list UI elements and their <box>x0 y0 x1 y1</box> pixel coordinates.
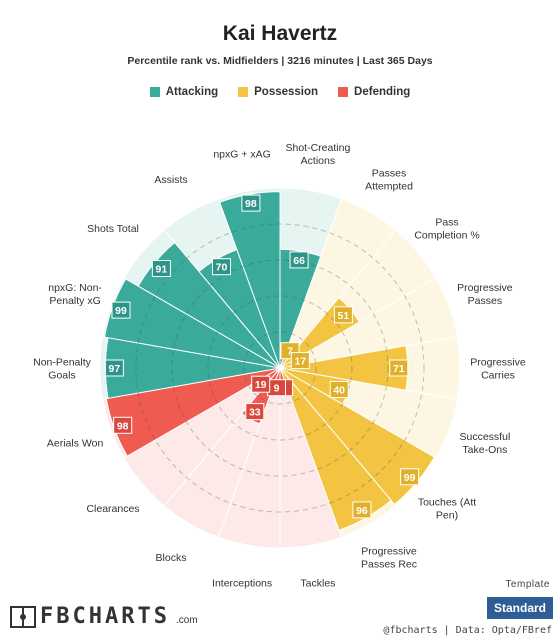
chart-title: Kai Havertz <box>222 22 338 45</box>
ring-20 <box>243 331 317 405</box>
badge-value-non-penalty-goals: 97 <box>109 363 121 375</box>
badge-box-shot-creating-actions <box>289 251 309 269</box>
badge-shot-creating-actions: 66 <box>289 251 309 269</box>
pitch-icon <box>10 606 36 628</box>
label-passes-attempted: Passes Attempted <box>365 168 413 193</box>
badge-assists: 70 <box>212 258 231 276</box>
ring-60 <box>171 259 389 477</box>
badge-value-interceptions: 9 <box>274 383 280 395</box>
brand-logo-block: FBCHARTS .com <box>10 606 198 628</box>
bar-npxg-xag <box>219 191 281 369</box>
badge-npxg-non-penalty-xg: 99 <box>111 301 131 319</box>
label-npxg-xag: npxG + xAG <box>213 148 270 160</box>
label-progressive-passes: Progressive Passes <box>457 282 513 307</box>
badge-value-progressive-passes-rec: 96 <box>356 505 368 517</box>
badge-box-pass-completion <box>333 306 353 324</box>
chart-subtitle: Percentile rank vs. Midfielders | 3216 m… <box>127 55 433 67</box>
label-blocks: Blocks <box>156 552 187 564</box>
badge-value-pass-completion: 51 <box>338 310 350 322</box>
badge-value-shot-creating-actions: 66 <box>293 255 305 267</box>
badge-value-progressive-passes: 17 <box>294 356 306 368</box>
badge-value-successful-take-ons: 40 <box>333 385 345 397</box>
badge-box-blocks <box>245 403 265 421</box>
label-interceptions: Interceptions <box>212 578 272 590</box>
label-shot-creating-actions: Shot-Creating Actions <box>286 142 351 167</box>
label-progressive-carries: Progressive Carries <box>470 357 526 382</box>
grid-rings <box>135 223 425 513</box>
label-tackles: Tackles <box>300 578 335 590</box>
legend: Attacking Possession Defending <box>0 86 560 98</box>
label-shots-total: Shots Total <box>87 223 139 235</box>
badge-box-successful-take-ons <box>329 381 349 398</box>
label-touches-att-pen: Touches (Att Pen) <box>418 497 476 522</box>
value-badges: 667511771409996893319989799917098 <box>104 194 420 519</box>
badge-box-shots-total <box>151 260 171 277</box>
brand-tld: .com <box>175 615 198 626</box>
legend-label-possession: Possession <box>254 86 319 98</box>
badge-value-progressive-carries: 71 <box>393 363 405 375</box>
badge-box-progressive-passes <box>290 352 310 370</box>
legend-item-attacking: Attacking <box>149 86 219 98</box>
badge-box-aerials-won <box>113 416 133 434</box>
badge-box-npxg-xag <box>241 194 261 212</box>
badge-box-non-penalty-goals <box>104 359 124 377</box>
badge-box-npxg-non-penalty-xg <box>111 301 131 319</box>
badge-non-penalty-goals: 97 <box>104 359 124 377</box>
label-assists: Assists <box>154 174 187 186</box>
template-standard-button[interactable]: Standard <box>487 597 553 619</box>
badge-box-touches-att-pen <box>400 468 420 486</box>
badge-box-assists <box>212 258 231 276</box>
badge-value-aerials-won: 98 <box>117 420 129 432</box>
badge-value-passes-attempted: 7 <box>287 346 293 358</box>
legend-label-attacking: Attacking <box>165 86 219 98</box>
badge-value-shots-total: 91 <box>156 264 168 276</box>
badge-shots-total: 91 <box>151 260 171 277</box>
badge-successful-take-ons: 40 <box>329 381 349 398</box>
label-progressive-passes-rec: Progressive Passes Rec <box>361 545 417 570</box>
legend-swatch-defending <box>338 87 349 97</box>
badge-box-progressive-carries <box>389 359 409 377</box>
label-clearances: Clearances <box>86 503 139 515</box>
badge-touches-att-pen: 99 <box>400 468 420 486</box>
legend-swatch-possession <box>238 87 249 97</box>
label-pass-completion: Pass Completion % <box>414 216 479 241</box>
badge-blocks: 33 <box>245 403 265 421</box>
label-non-penalty-goals: Non-Penalty Goals <box>33 357 92 382</box>
badge-value-clearances: 19 <box>255 379 267 391</box>
badge-progressive-carries: 71 <box>389 359 409 377</box>
badge-box-progressive-passes-rec <box>352 501 372 519</box>
badge-clearances: 19 <box>251 375 271 393</box>
badge-pass-completion: 51 <box>333 306 353 324</box>
badge-npxg-xag: 98 <box>241 194 261 212</box>
badge-value-touches-att-pen: 99 <box>404 472 416 484</box>
badge-aerials-won: 98 <box>113 416 133 434</box>
badge-box-clearances <box>251 375 271 393</box>
legend-item-defending: Defending <box>338 86 410 98</box>
badge-value-npxg-non-penalty-xg: 99 <box>115 305 127 317</box>
ring-40 <box>207 295 353 441</box>
ring-80 <box>135 223 425 513</box>
bar-sectors <box>103 191 436 532</box>
label-npxg-non-penalty-xg: npxG: Non-Penalty xG <box>48 282 102 307</box>
label-successful-take-ons: Successful Take-Ons <box>460 431 511 456</box>
badge-progressive-passes-rec: 96 <box>352 501 372 519</box>
badge-value-assists: 70 <box>216 262 228 274</box>
badge-value-npxg-xag: 98 <box>245 198 257 210</box>
badge-value-blocks: 33 <box>249 407 261 419</box>
legend-swatch-attacking <box>149 87 160 97</box>
legend-item-possession: Possession <box>238 86 318 98</box>
legend-label-defending: Defending <box>354 86 411 98</box>
badge-progressive-passes: 17 <box>290 352 310 370</box>
data-credit: @fbcharts | Data: Opta/FBref <box>383 625 552 636</box>
brand-name: FBCHARTS <box>40 604 170 629</box>
template-label: Template <box>505 579 550 590</box>
label-aerials-won: Aerials Won <box>47 438 104 450</box>
